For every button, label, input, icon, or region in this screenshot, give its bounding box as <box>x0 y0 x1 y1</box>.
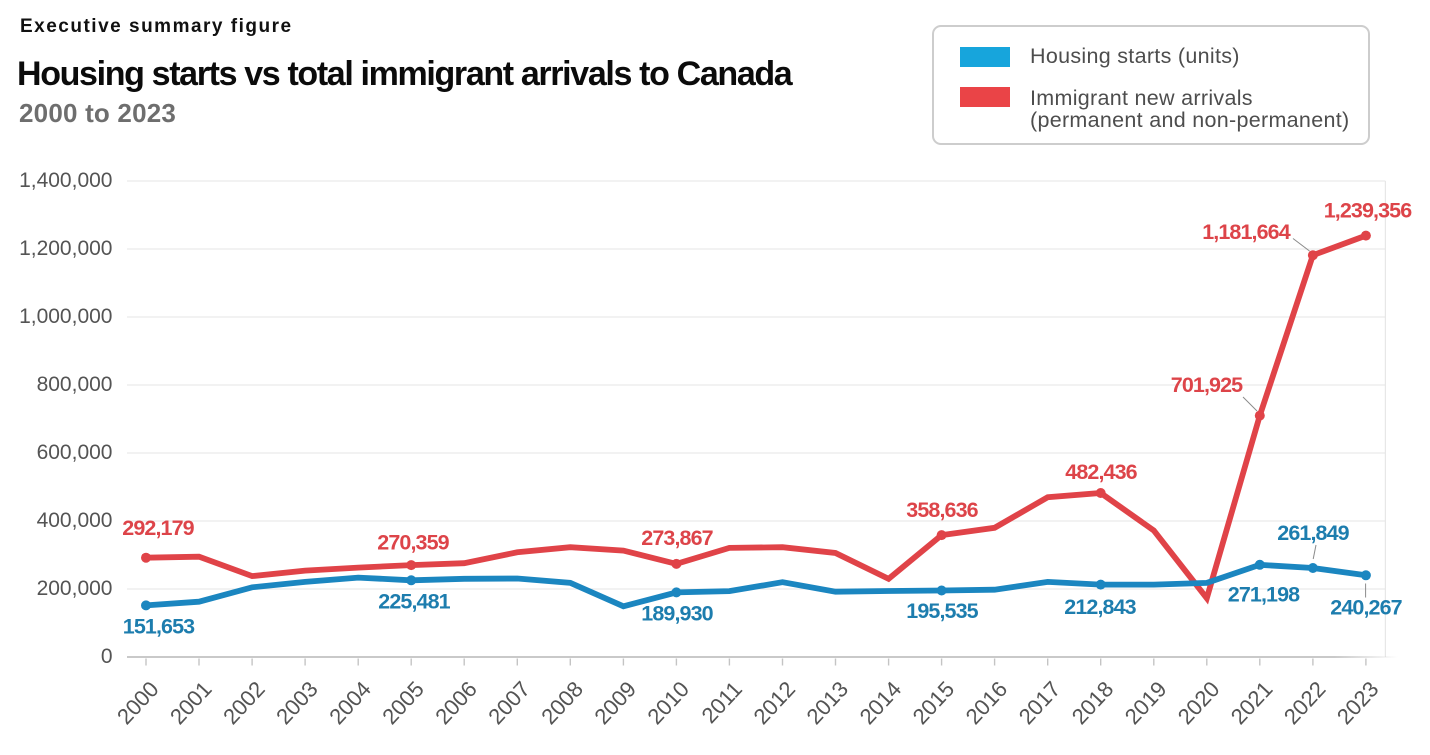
svg-text:2007: 2007 <box>483 676 535 729</box>
svg-text:2015: 2015 <box>908 676 960 729</box>
svg-text:273,867: 273,867 <box>641 526 713 550</box>
svg-text:225,481: 225,481 <box>378 589 450 613</box>
svg-text:2006: 2006 <box>430 676 482 729</box>
svg-text:2012: 2012 <box>748 676 800 729</box>
svg-text:2005: 2005 <box>377 676 429 729</box>
svg-text:2023: 2023 <box>1332 676 1384 729</box>
svg-text:2004: 2004 <box>324 676 376 729</box>
svg-text:400,000: 400,000 <box>37 509 113 532</box>
svg-text:270,359: 270,359 <box>377 530 449 554</box>
svg-text:2022: 2022 <box>1279 676 1331 729</box>
svg-text:2017: 2017 <box>1014 676 1066 729</box>
svg-text:2019: 2019 <box>1120 676 1172 729</box>
svg-text:189,930: 189,930 <box>641 601 713 625</box>
svg-text:1,200,000: 1,200,000 <box>19 237 112 260</box>
svg-text:2018: 2018 <box>1067 676 1119 729</box>
svg-text:1,181,664: 1,181,664 <box>1202 220 1290 244</box>
svg-text:2000: 2000 <box>112 676 164 729</box>
svg-text:200,000: 200,000 <box>37 577 113 600</box>
svg-text:482,436: 482,436 <box>1065 460 1137 484</box>
svg-text:358,636: 358,636 <box>906 498 978 522</box>
svg-text:1,239,356: 1,239,356 <box>1324 198 1412 222</box>
svg-text:2014: 2014 <box>855 676 907 729</box>
svg-text:2013: 2013 <box>801 676 853 729</box>
svg-text:2008: 2008 <box>536 676 588 729</box>
svg-text:212,843: 212,843 <box>1064 595 1136 619</box>
svg-text:151,653: 151,653 <box>123 614 195 638</box>
svg-text:2002: 2002 <box>218 676 270 729</box>
svg-text:0: 0 <box>101 645 113 668</box>
svg-text:2011: 2011 <box>697 676 748 728</box>
svg-text:2001: 2001 <box>165 676 217 729</box>
svg-text:2010: 2010 <box>642 676 694 729</box>
svg-text:2009: 2009 <box>589 676 641 729</box>
svg-text:1,000,000: 1,000,000 <box>19 305 112 328</box>
svg-text:2016: 2016 <box>961 676 1013 729</box>
svg-text:261,849: 261,849 <box>1277 521 1349 545</box>
svg-text:800,000: 800,000 <box>37 373 113 396</box>
svg-text:2003: 2003 <box>271 676 323 729</box>
svg-text:1,400,000: 1,400,000 <box>19 169 112 192</box>
svg-text:271,198: 271,198 <box>1228 582 1300 606</box>
svg-text:240,267: 240,267 <box>1330 595 1402 619</box>
svg-text:701,925: 701,925 <box>1171 373 1243 397</box>
svg-text:292,179: 292,179 <box>122 516 194 540</box>
svg-text:600,000: 600,000 <box>37 441 113 464</box>
svg-text:2020: 2020 <box>1173 676 1225 729</box>
svg-text:195,535: 195,535 <box>906 599 978 623</box>
svg-text:2021: 2021 <box>1226 676 1278 729</box>
